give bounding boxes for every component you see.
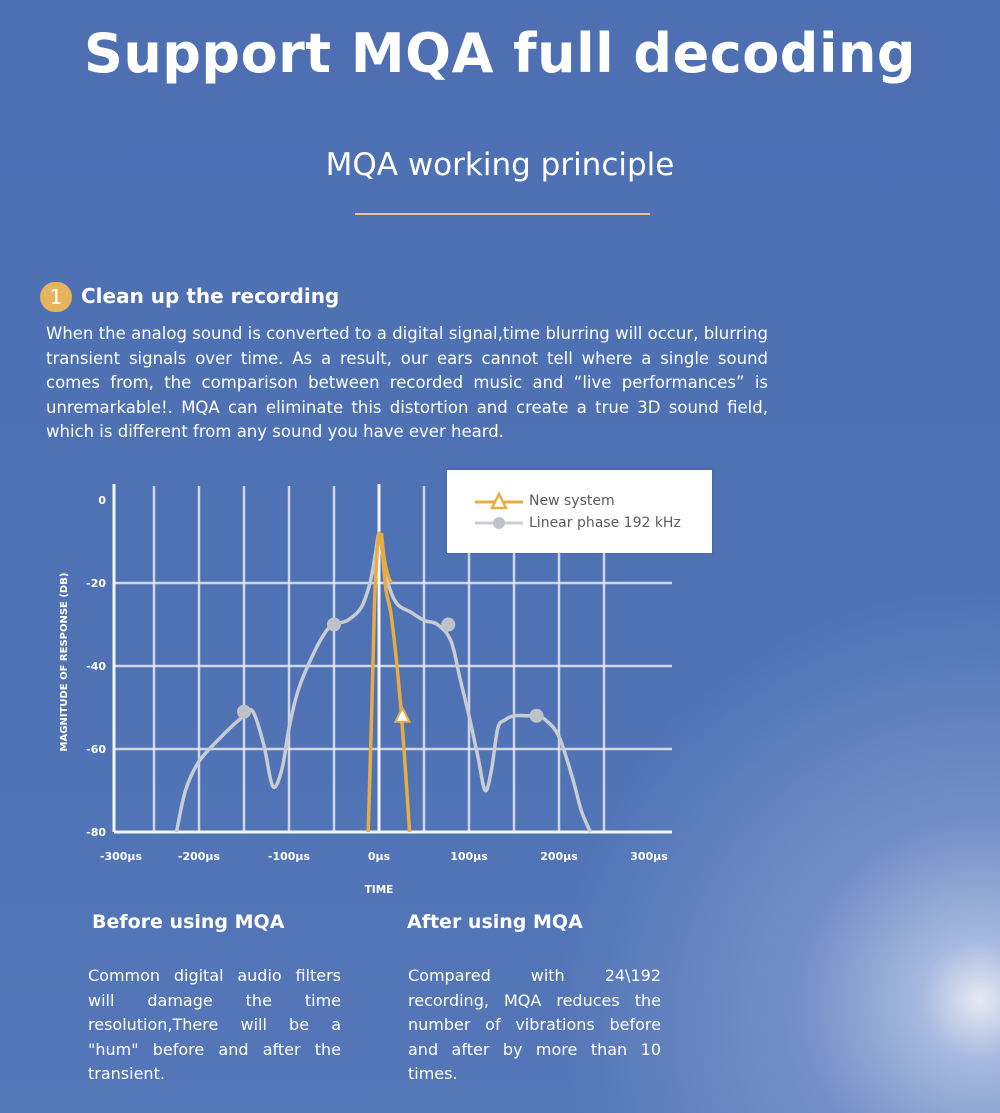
legend-item-new-system: New system [473,489,615,513]
section-subtitle: MQA working principle [325,147,675,183]
series-line-new-system [366,531,412,833]
legend-item-linear-phase: Linear phase 192 kHz [473,511,681,535]
step-number-badge: 1 [40,282,72,312]
x-tick-label: 200μs [540,850,578,863]
legend-label-new-system: New system [529,493,615,509]
y-tick-label: -60 [86,743,106,756]
after-text: Compared with 24\192 recording, MQA redu… [408,966,661,1083]
x-tick-label: 100μs [450,850,488,863]
data-point-linear-phase [237,704,251,719]
legend-label-linear-phase: Linear phase 192 kHz [529,515,681,531]
series-line-new-system-branch [380,533,393,584]
x-tick-label: 0μs [368,850,391,863]
x-tick-label: -300μs [100,850,143,863]
y-tick-label: -20 [86,577,106,590]
data-point-linear-phase [529,708,544,723]
step-heading: Clean up the recording [81,284,340,308]
circle-marker-icon [475,517,523,529]
x-tick-label: 300μs [630,850,668,863]
before-text: Common digital audio filters will damage… [88,966,341,1083]
triangle-marker-icon [475,491,523,510]
chart-labels: 0 -20 -40 -60 -80 -300μs -200μs -100μs 0μs 100μs 2… [59,494,668,896]
intro-paragraph: When the analog sound is converted to a … [46,324,768,441]
data-point-linear-phase [441,617,456,632]
after-heading: After using MQA [407,911,583,933]
page-title: Support MQA full decoding [83,22,917,85]
chart-series [174,531,593,833]
data-point-new-system [393,705,412,723]
x-axis-title: TIME [365,884,394,896]
y-tick-label: -80 [86,826,106,839]
before-heading: Before using MQA [92,911,285,933]
chart-markers [237,617,544,723]
x-tick-label: -200μs [178,850,221,863]
data-point-linear-phase [327,617,341,632]
series-line-linear-phase [174,531,593,833]
y-axis-title: MAGNITUDE OF RESPONSE (DB) [59,573,70,752]
y-tick-label: 0 [98,494,106,507]
y-tick-label: -40 [86,660,106,673]
chart-legend: New system Linear phase 192 kHz [447,470,712,553]
x-tick-label: -100μs [268,850,311,863]
title-divider [355,213,650,215]
